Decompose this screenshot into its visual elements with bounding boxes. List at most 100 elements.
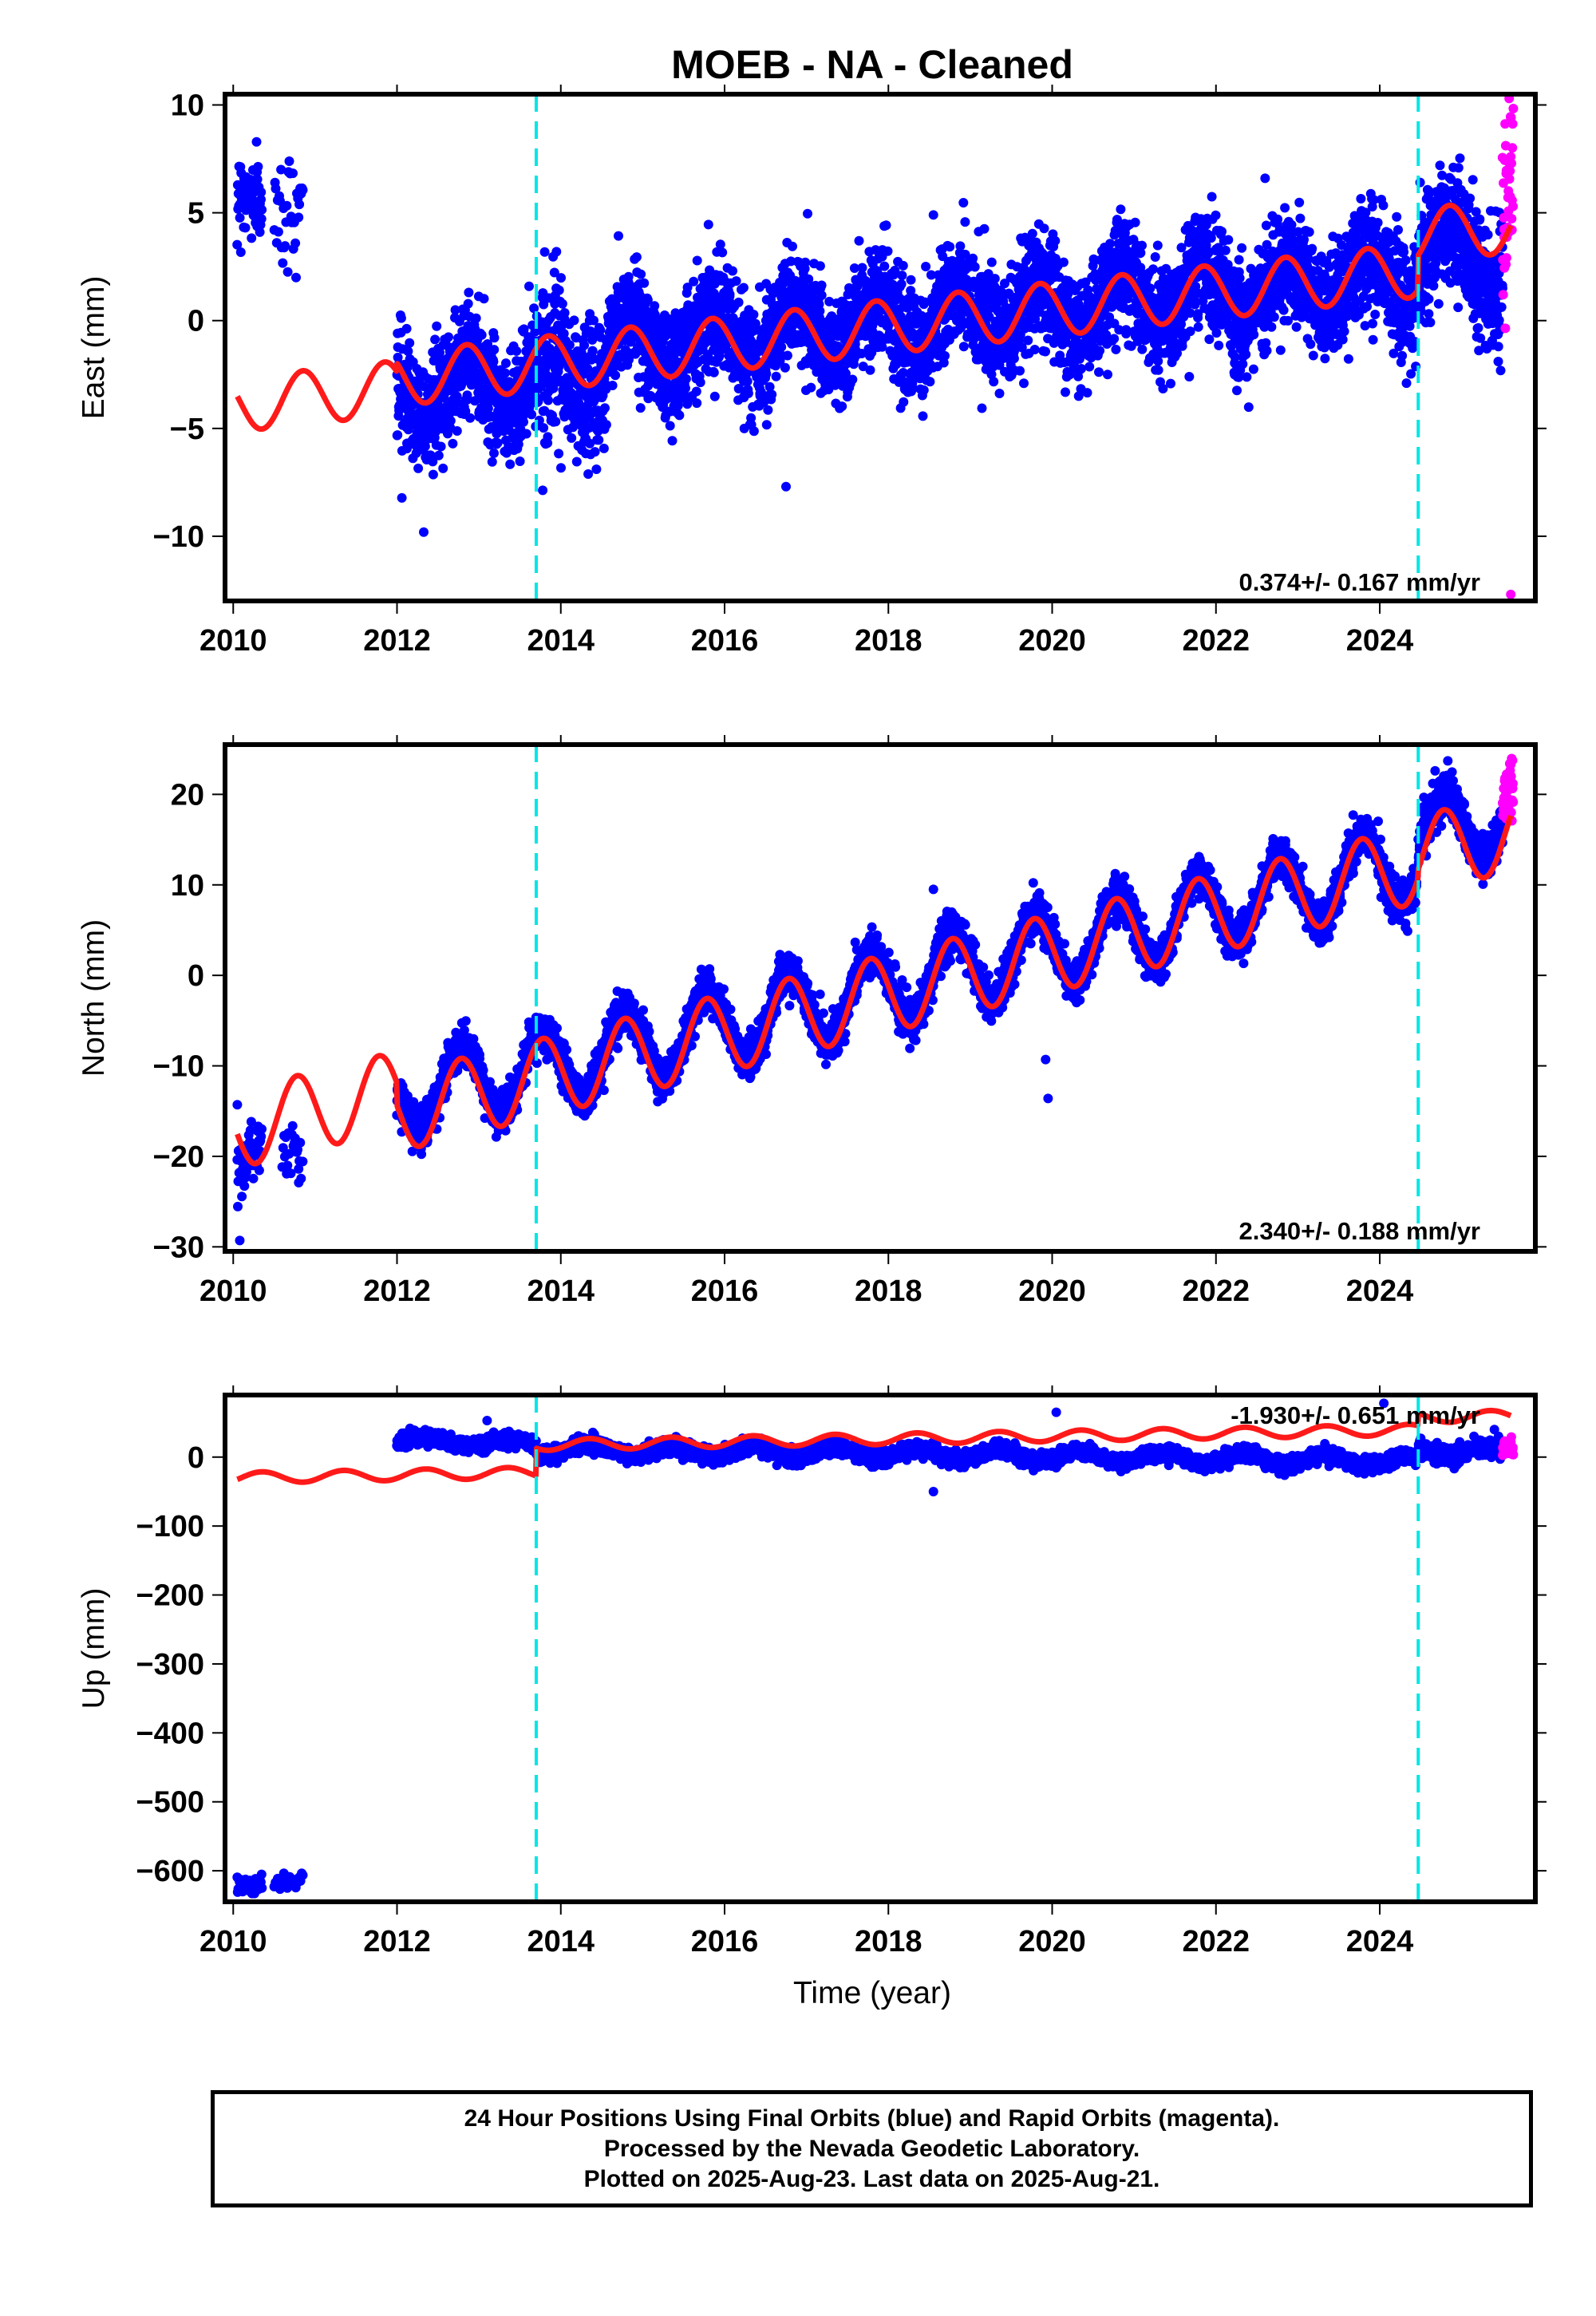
data-point	[1339, 326, 1349, 337]
data-point	[1243, 402, 1254, 413]
data-point	[692, 398, 702, 409]
data-point	[240, 223, 251, 233]
data-point	[610, 370, 621, 381]
data-point	[257, 204, 267, 215]
data-point	[742, 376, 753, 386]
data-point	[1207, 192, 1217, 202]
data-point	[479, 294, 489, 304]
data-point	[1150, 252, 1160, 262]
data-point	[556, 463, 566, 473]
data-point	[471, 313, 481, 323]
data-point	[703, 219, 713, 230]
data-point	[538, 485, 548, 496]
data-point	[255, 227, 265, 237]
data-point	[594, 435, 604, 445]
data-point	[667, 436, 678, 446]
data-point	[276, 164, 286, 175]
data-point	[960, 217, 970, 227]
data-point	[556, 273, 566, 283]
data-point	[551, 247, 562, 257]
data-point	[970, 262, 980, 272]
data-point	[977, 403, 987, 413]
data-point	[428, 469, 438, 480]
data-point	[749, 310, 759, 320]
data-point	[691, 386, 701, 397]
data-point	[501, 358, 511, 369]
data-point	[681, 383, 690, 393]
data-point	[253, 161, 263, 172]
data-point	[294, 200, 305, 210]
data-point	[665, 421, 675, 431]
data-point	[282, 200, 292, 211]
data-point	[403, 346, 413, 357]
data-point	[282, 267, 293, 277]
data-point	[1306, 339, 1316, 350]
data-point	[489, 448, 499, 458]
data-point	[600, 403, 610, 413]
data-point	[539, 423, 549, 433]
data-point	[1280, 203, 1290, 213]
data-point	[1084, 362, 1095, 372]
data-point	[500, 368, 510, 378]
data-point	[539, 247, 550, 257]
data-point	[521, 429, 531, 439]
data-point	[989, 377, 999, 387]
data-point	[728, 266, 737, 276]
data-point	[738, 283, 749, 293]
data-point	[1019, 378, 1029, 389]
data-point	[1248, 364, 1258, 374]
data-point	[462, 394, 472, 405]
data-point	[559, 308, 570, 318]
data-point	[990, 274, 1000, 284]
data-point	[405, 338, 415, 348]
data-point	[505, 459, 516, 469]
data-point	[554, 449, 564, 459]
data-point	[515, 456, 525, 466]
data-point	[418, 381, 429, 391]
data-point	[897, 271, 907, 281]
data-point	[235, 212, 245, 223]
data-point	[1234, 255, 1244, 265]
data-point	[865, 365, 875, 375]
data-point	[1039, 223, 1049, 234]
data-point	[252, 174, 263, 184]
chart-title: MOEB - NA - Cleaned	[671, 42, 1073, 87]
data-point	[857, 263, 867, 273]
data-point	[1262, 346, 1272, 356]
data-point	[280, 241, 290, 251]
data-point	[898, 260, 908, 271]
data-point	[1152, 240, 1163, 251]
data-point	[1220, 245, 1231, 255]
data-point	[438, 463, 448, 473]
data-point	[595, 325, 606, 335]
data-point	[1320, 354, 1330, 364]
data-point	[881, 220, 891, 231]
data-point	[489, 333, 500, 343]
data-point	[1249, 330, 1259, 340]
data-point	[396, 313, 406, 323]
data-point	[492, 438, 503, 448]
data-point	[1029, 345, 1040, 354]
data-point	[554, 362, 564, 372]
data-point	[749, 426, 759, 437]
data-point	[1130, 217, 1140, 227]
data-point	[284, 156, 294, 166]
data-point	[1185, 326, 1195, 337]
data-point	[767, 389, 777, 400]
data-point	[731, 276, 741, 287]
data-point	[273, 227, 283, 237]
data-point	[1307, 243, 1317, 254]
data-point	[1153, 365, 1163, 375]
data-point	[1304, 227, 1314, 237]
data-point	[569, 315, 579, 326]
data-point	[968, 253, 978, 263]
data-point	[1223, 235, 1234, 245]
data-point	[1058, 257, 1069, 267]
data-point	[1217, 227, 1227, 237]
data-point	[635, 403, 646, 413]
data-point	[401, 323, 412, 334]
data-point	[1027, 228, 1037, 239]
data-point	[695, 377, 705, 388]
data-point	[271, 184, 281, 194]
data-point	[291, 272, 301, 283]
